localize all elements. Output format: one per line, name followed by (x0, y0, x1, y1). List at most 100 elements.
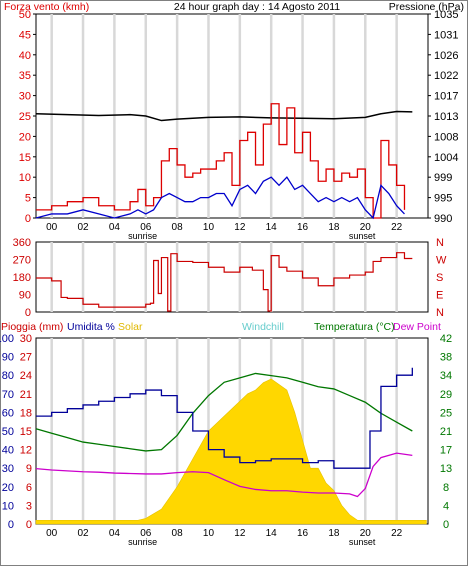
pressure-axis-title: Pressione (hPa) (389, 1, 464, 13)
temperature-tick-label: 17 (440, 445, 452, 457)
compass-label: E (436, 290, 443, 302)
hour-label: 10 (203, 222, 215, 233)
hour-label: 18 (328, 528, 340, 539)
rain-tick-label: 0 (26, 519, 32, 531)
wind-tick-label: 20 (19, 131, 31, 143)
humidity-tick-label: 50 (2, 426, 14, 438)
temperature-tick-label: 21 (440, 426, 452, 438)
humidity-line (36, 367, 413, 469)
plot-area (35, 241, 429, 313)
rain-tick-label: 18 (20, 407, 32, 419)
direction-tick-label: 270 (13, 255, 31, 267)
humidity-tick-label: 70 (2, 389, 14, 401)
compass-label: S (436, 272, 443, 284)
pressure-tick-label: 1035 (434, 9, 458, 21)
hour-label: 14 (266, 222, 278, 233)
sunset-label: sunset (349, 231, 376, 241)
direction-panel: 0 N 90 E 180 S 270 W 360 N (13, 237, 447, 319)
hour-label: 08 (172, 528, 184, 539)
direction-tick-label: 360 (13, 237, 31, 249)
hour-label: 20 (360, 528, 372, 539)
direction-tick-label: 180 (13, 272, 31, 284)
dewpoint-line (35, 452, 413, 498)
pressure-tick-label: 1008 (434, 131, 458, 143)
pressure-tick-label: 1026 (434, 50, 458, 62)
compass-label: W (436, 255, 447, 267)
humidity-tick-label: 0 (8, 519, 14, 531)
hour-label: 00 (46, 222, 58, 233)
pressure-tick-label: 999 (434, 172, 452, 184)
rain-tick-label: 21 (20, 389, 32, 401)
rain-tick-label: 27 (20, 352, 32, 364)
hour-label: 02 (77, 222, 89, 233)
hour-label: 20 (360, 222, 372, 233)
sunrise-label: sunrise (128, 537, 157, 547)
wind-tick-label: 45 (19, 29, 31, 41)
pressure-line (35, 110, 413, 122)
temperature-tick-label: 0 (443, 519, 449, 531)
direction-tick-label: 90 (19, 290, 31, 302)
hour-label: 06 (140, 222, 152, 233)
rain-tick-label: 30 (20, 333, 32, 345)
temperature-tick-label: 34 (440, 370, 452, 382)
compass-label: N (436, 307, 444, 319)
rain-tick-label: 15 (20, 426, 32, 438)
wind-tick-label: 40 (19, 50, 31, 62)
hour-label: 22 (391, 528, 403, 539)
humidity-tick-label: 60 (2, 407, 14, 419)
pressure-tick-label: 990 (434, 213, 452, 225)
legend-humidity: Umidita % (67, 321, 115, 333)
climate-legend: Pioggia (mm) Umidita % Solar Windchill T… (1, 321, 441, 333)
humidity-tick-label: 90 (2, 352, 14, 364)
temperature-tick-label: 29 (440, 389, 452, 401)
hour-label: 18 (328, 222, 340, 233)
hour-label: 06 (140, 528, 152, 539)
hour-label: 16 (297, 528, 309, 539)
temperature-tick-label: 42 (440, 333, 452, 345)
hour-label: 02 (77, 528, 89, 539)
hour-label: 04 (109, 222, 121, 233)
legend-solar: Solar (118, 321, 143, 333)
temperature-tick-label: 4 (443, 500, 449, 512)
wind-tick-label: 50 (19, 9, 31, 21)
legend-rain: Pioggia (mm) (1, 321, 63, 333)
hour-label: 14 (266, 528, 278, 539)
humidity-tick-label: 10 (2, 500, 14, 512)
compass-label: N (436, 237, 444, 249)
wind-direction-line (36, 252, 413, 312)
wind-tick-label: 30 (19, 91, 31, 103)
wind-tick-label: 10 (19, 172, 31, 184)
hour-label: 12 (234, 222, 246, 233)
wind-axis-title: Forza vento (kmh) (4, 1, 89, 13)
legend-temperature: Temperatura (°C) (314, 321, 395, 333)
pressure-tick-label: 1004 (434, 152, 458, 164)
pressure-tick-label: 1017 (434, 91, 458, 103)
wind-tick-label: 0 (25, 213, 31, 225)
direction-tick-label: 0 (25, 307, 31, 319)
humidity-tick-label: 100 (0, 333, 14, 345)
hour-label: 10 (203, 528, 215, 539)
humidity-tick-label: 40 (2, 445, 14, 457)
pressure-tick-label: 1031 (434, 29, 458, 41)
rain-tick-label: 12 (20, 445, 32, 457)
pressure-tick-label: 1022 (434, 70, 458, 82)
pressure-tick-label: 995 (434, 193, 452, 205)
hour-label: 04 (109, 528, 121, 539)
pressure-tick-label: 1013 (434, 111, 458, 123)
temperature-tick-label: 8 (443, 482, 449, 494)
rain-tick-label: 3 (26, 500, 32, 512)
wind-tick-label: 25 (19, 111, 31, 123)
hour-label: 16 (297, 222, 309, 233)
legend-windchill: Windchill (242, 321, 284, 333)
rain-tick-label: 24 (20, 370, 32, 382)
temperature-tick-label: 13 (440, 463, 452, 475)
hour-label: 22 (391, 222, 403, 233)
humidity-tick-label: 80 (2, 370, 14, 382)
graph-title: 24 hour graph day : 14 Agosto 2011 (174, 1, 340, 13)
wind-tick-label: 35 (19, 70, 31, 82)
wind-tick-label: 5 (25, 193, 31, 205)
wind-tick-label: 15 (19, 152, 31, 164)
legend-dewpoint: Dew Point (393, 321, 441, 333)
hour-label: 00 (46, 528, 58, 539)
